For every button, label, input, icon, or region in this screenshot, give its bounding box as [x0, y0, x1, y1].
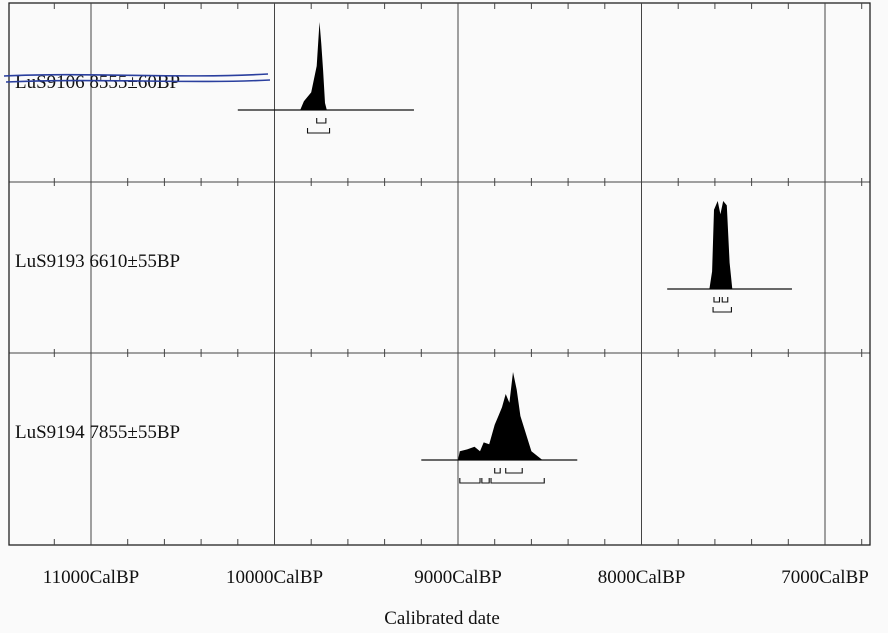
- sigma1-range: [505, 468, 523, 474]
- samples: LuS9106 8555±60BP LuS9193 6610±55BP LuS919…: [3, 22, 792, 484]
- x-tick-labels: 11000CalBP 10000CalBP 9000CalBP 8000CalBP 70…: [43, 567, 869, 588]
- sample-row: LuS9193 6610±55BP: [15, 201, 792, 313]
- sigma2-range: [306, 128, 331, 134]
- probability-distribution: [709, 201, 733, 289]
- probability-distribution: [300, 22, 327, 110]
- sample-row: LuS9106 8555±60BP: [3, 22, 414, 134]
- sigma1-range: [721, 297, 729, 303]
- sigma2-range: [481, 478, 490, 484]
- sigma1-range: [713, 297, 721, 303]
- minor-ticks: [53, 3, 863, 545]
- x-axis-label: Calibrated date: [384, 608, 500, 629]
- sigma1-range: [494, 468, 501, 474]
- sigma2-range: [459, 478, 481, 484]
- sigma1-range: [316, 118, 327, 124]
- strike-through-mark: [3, 73, 269, 77]
- x-tick-label: 7000CalBP: [781, 567, 869, 588]
- grid-lines: [9, 3, 870, 545]
- strike-through-mark: [5, 79, 271, 83]
- x-tick-label: 10000CalBP: [226, 567, 323, 588]
- sample-row: LuS9194 7855±55BP: [15, 372, 578, 484]
- x-tick-label: 9000CalBP: [414, 567, 502, 588]
- sigma2-range: [490, 478, 545, 484]
- sample-label: LuS9193 6610±55BP: [15, 251, 180, 272]
- sample-label: LuS9194 7855±55BP: [15, 422, 180, 443]
- sigma2-range: [712, 307, 732, 313]
- x-tick-label: 11000CalBP: [43, 567, 139, 588]
- probability-distribution: [458, 372, 543, 460]
- plot-frame: [8, 2, 871, 546]
- sample-label: LuS9106 8555±60BP: [15, 72, 180, 93]
- x-tick-label: 8000CalBP: [598, 567, 686, 588]
